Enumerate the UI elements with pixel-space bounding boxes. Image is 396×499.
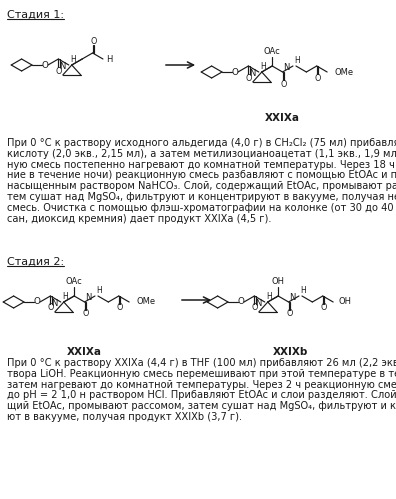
Text: до рН = 2 1,0 н раствором HCl. Прибавляют EtOAc и слои разделяют. Слой, содержа-: до рН = 2 1,0 н раствором HCl. Прибавляю… [7, 390, 396, 400]
Text: OMe: OMe [334, 67, 353, 76]
Text: OAc: OAc [264, 46, 280, 55]
Text: N: N [249, 68, 256, 77]
Text: кислоту (2,0 экв., 2,15 мл), а затем метилизоцианоацетат (1,1 экв., 1,9 мл). Реа: кислоту (2,0 экв., 2,15 мл), а затем мет… [7, 149, 396, 159]
Text: O: O [34, 297, 40, 306]
Text: ют в вакууме, получая продукт XXIXb (3,7 г).: ют в вакууме, получая продукт XXIXb (3,7… [7, 412, 242, 422]
Text: OH: OH [272, 276, 285, 285]
Text: сан, диоксид кремния) дает продукт XXIXa (4,5 г).: сан, диоксид кремния) дает продукт XXIXa… [7, 214, 272, 224]
Text: H: H [70, 55, 76, 64]
Text: O: O [82, 309, 89, 318]
Text: O: O [280, 79, 287, 88]
Text: OAc: OAc [66, 276, 82, 285]
Text: O: O [286, 309, 293, 318]
Text: H: H [266, 292, 272, 301]
Text: H: H [96, 286, 102, 295]
Text: H: H [294, 56, 300, 65]
Text: тем сушат над MgSO₄, фильтруют и концентрируют в вакууме, получая неочищенную: тем сушат над MgSO₄, фильтруют и концент… [7, 192, 396, 202]
Text: O: O [56, 66, 62, 75]
Text: XXIXb: XXIXb [273, 347, 308, 357]
Text: O: O [232, 67, 238, 76]
Text: O: O [116, 303, 123, 312]
Text: H: H [106, 54, 112, 63]
Text: O: O [48, 303, 54, 312]
Text: N: N [255, 298, 262, 307]
Text: O: O [42, 60, 48, 69]
Text: H: H [260, 62, 266, 71]
Text: твора LiOH. Реакционную смесь перемешивают при этой температуре в течение 2 ч,: твора LiOH. Реакционную смесь перемешива… [7, 369, 396, 379]
Text: O: O [90, 36, 97, 45]
Text: XXIXa: XXIXa [67, 347, 102, 357]
Text: ние в течение ночи) реакционную смесь разбавляют с помощью EtOAc и промывают: ние в течение ночи) реакционную смесь ра… [7, 170, 396, 181]
Text: щий EtOAc, промывают рассомом, затем сушат над MgSO₄, фильтруют и концентриру-: щий EtOAc, промывают рассомом, затем суш… [7, 401, 396, 411]
Text: Стадия 2:: Стадия 2: [7, 257, 64, 267]
Text: H: H [300, 286, 306, 295]
Text: N: N [86, 292, 92, 301]
Text: затем нагревают до комнатной температуры. Через 2 ч реакционную смесь подкисляют: затем нагревают до комнатной температуры… [7, 380, 396, 390]
Text: H: H [62, 292, 68, 301]
Text: O: O [246, 73, 252, 82]
Text: Стадия 1:: Стадия 1: [7, 10, 64, 20]
Text: O: O [238, 297, 244, 306]
Text: O: O [252, 303, 258, 312]
Text: ную смесь постепенно нагревают до комнатной температуры. Через 18 ч (выдержива-: ную смесь постепенно нагревают до комнат… [7, 160, 396, 170]
Text: O: O [320, 303, 327, 312]
Text: O: O [314, 73, 321, 82]
Text: При 0 °C к раствору XXIXa (4,4 г) в THF (100 мл) прибавляют 26 мл (2,2 экв.) 1,0: При 0 °C к раствору XXIXa (4,4 г) в THF … [7, 358, 396, 368]
Text: N: N [59, 61, 66, 70]
Text: XXIXa: XXIXa [265, 113, 300, 123]
Text: OH: OH [338, 297, 351, 306]
Text: OMe: OMe [136, 297, 155, 306]
Text: смесь. Очистка с помощью флэш-хроматографии на колонке (от 30 до 40 % EtOAc, гек: смесь. Очистка с помощью флэш-хроматогра… [7, 203, 396, 213]
Text: N: N [284, 62, 290, 71]
Text: N: N [51, 298, 58, 307]
Text: насыщенным раствором NaHCO₃. Слой, содержащий EtOAc, промывают рассолом, за-: насыщенным раствором NaHCO₃. Слой, содер… [7, 181, 396, 191]
Text: При 0 °C к раствору исходного альдегида (4,0 г) в CH₂Cl₂ (75 мл) прибавляют уксу: При 0 °C к раствору исходного альдегида … [7, 138, 396, 148]
Text: N: N [289, 292, 296, 301]
